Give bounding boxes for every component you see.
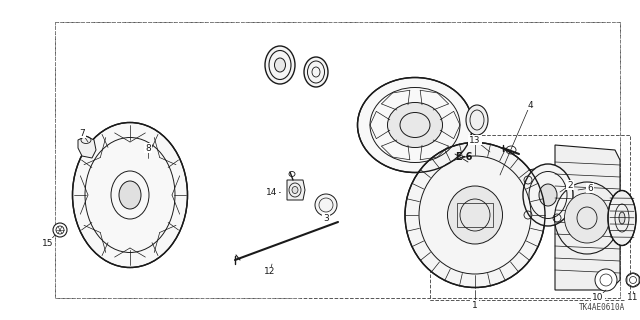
Ellipse shape (275, 58, 285, 72)
Text: TK4AE0610A: TK4AE0610A (579, 303, 625, 312)
Ellipse shape (466, 105, 488, 135)
Text: 15: 15 (42, 238, 54, 247)
Text: 2: 2 (567, 180, 573, 189)
Ellipse shape (387, 102, 442, 148)
Text: 1: 1 (472, 300, 478, 309)
Ellipse shape (358, 77, 472, 172)
Text: 14: 14 (266, 188, 278, 196)
Ellipse shape (564, 193, 609, 243)
Ellipse shape (315, 194, 337, 216)
Text: 13: 13 (469, 135, 481, 145)
Text: 11: 11 (627, 293, 639, 302)
Text: 8: 8 (145, 143, 151, 153)
Ellipse shape (619, 212, 625, 224)
Ellipse shape (265, 46, 295, 84)
Ellipse shape (119, 181, 141, 209)
Ellipse shape (523, 164, 573, 226)
Text: 10: 10 (592, 293, 604, 302)
Ellipse shape (72, 123, 188, 268)
Polygon shape (518, 165, 568, 225)
Ellipse shape (626, 273, 640, 287)
Polygon shape (555, 145, 620, 290)
Circle shape (53, 223, 67, 237)
Ellipse shape (595, 269, 617, 291)
Ellipse shape (608, 190, 636, 245)
Text: 12: 12 (264, 268, 276, 276)
Text: 6: 6 (587, 183, 593, 193)
Ellipse shape (292, 187, 298, 194)
Text: 4: 4 (527, 100, 533, 109)
Ellipse shape (447, 186, 502, 244)
Text: 3: 3 (323, 213, 329, 222)
Ellipse shape (539, 184, 557, 206)
Text: E-6: E-6 (455, 152, 472, 162)
Polygon shape (78, 136, 96, 158)
Ellipse shape (304, 57, 328, 87)
Ellipse shape (405, 142, 545, 287)
Text: 7: 7 (79, 129, 85, 138)
Polygon shape (287, 180, 305, 200)
